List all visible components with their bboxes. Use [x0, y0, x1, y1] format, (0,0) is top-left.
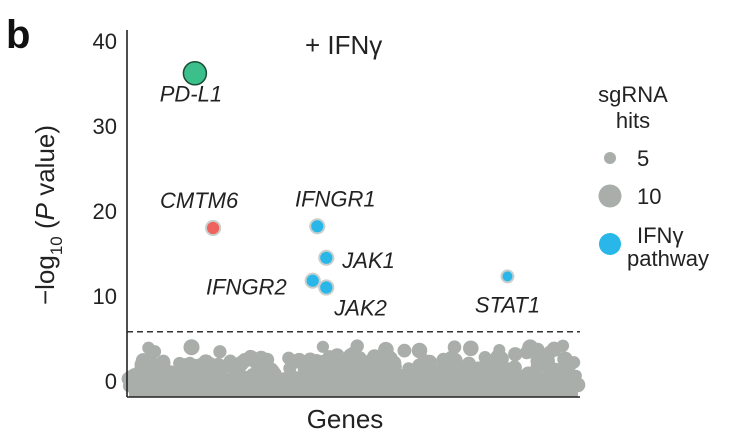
- background-point: [330, 348, 345, 363]
- background-point: [412, 358, 428, 374]
- gene-point-ifngr2: [304, 272, 321, 289]
- gene-label-stat1: STAT1: [475, 292, 540, 317]
- background-point: [163, 365, 179, 381]
- legend-color-label-line2: pathway: [627, 246, 709, 271]
- background-point: [183, 339, 200, 356]
- legend-title-line1: sgRNA: [598, 82, 668, 107]
- x-axis-title: Genes: [307, 404, 384, 434]
- background-points-fill: [129, 377, 578, 397]
- background-point: [448, 353, 463, 368]
- gene-point-jak1: [318, 249, 335, 266]
- y-axis-title-rest: value): [30, 125, 60, 203]
- background-point: [213, 345, 227, 359]
- background-point: [378, 341, 394, 358]
- background-point: [447, 340, 462, 355]
- y-tick-label: 40: [93, 29, 117, 54]
- gene-point-pd-l1: [182, 61, 208, 86]
- background-point: [182, 358, 195, 371]
- background-point: [144, 351, 157, 364]
- y-tick-label: 30: [93, 114, 117, 139]
- background-point: [354, 351, 367, 364]
- legend-color-marker: [599, 233, 621, 255]
- y-tick-label: 0: [105, 369, 117, 394]
- y-axis-title-subscript: 10: [47, 236, 66, 255]
- y-axis-title-italic: P: [30, 202, 60, 220]
- gene-point-ifngr1: [309, 218, 326, 235]
- background-point: [559, 359, 575, 376]
- background-point: [380, 362, 396, 379]
- gene-point-cmtm6: [205, 219, 222, 237]
- chart-title: + IFNγ: [305, 30, 382, 60]
- panel-label: b: [6, 13, 30, 57]
- background-point: [508, 347, 523, 362]
- background-point: [340, 359, 356, 375]
- legend-size-label: 5: [637, 146, 649, 171]
- gene-label-ifngr1: IFNGR1: [295, 186, 376, 211]
- legend-size-label: 10: [637, 184, 661, 209]
- gene-label-ifngr2: IFNGR2: [206, 275, 287, 300]
- axes: [126, 30, 580, 398]
- background-point: [546, 341, 562, 357]
- background-point: [463, 340, 479, 357]
- background-point: [366, 350, 382, 365]
- y-axis-title: −log10 (P value): [30, 125, 66, 305]
- background-point: [291, 352, 307, 368]
- legend-size-marker: [598, 184, 622, 208]
- gene-label-pd-l1: PD-L1: [160, 81, 222, 106]
- gene-label-cmtm6: CMTM6: [160, 188, 239, 213]
- background-point: [350, 339, 364, 353]
- y-ticks: 0 10 20 30 40: [93, 29, 117, 394]
- background-point: [542, 360, 557, 375]
- y-tick-label: 10: [93, 284, 117, 309]
- background-point: [480, 353, 495, 368]
- background-point: [535, 349, 550, 364]
- highlighted-genes: PD-L1 CMTM6 IFNGR1 JAK1 IFNGR2 JAK2 STAT1: [160, 61, 540, 321]
- background-point: [316, 340, 329, 353]
- gene-label-jak2: JAK2: [333, 296, 387, 321]
- background-point: [257, 360, 273, 376]
- background-point: [522, 339, 539, 356]
- legend-color-label-line1: IFNγ: [637, 223, 683, 248]
- y-axis-title-prefix: −log: [30, 255, 60, 305]
- gene-label-jak1: JAK1: [341, 248, 395, 273]
- y-axis-title-paren: (: [30, 220, 60, 236]
- background-point: [397, 343, 412, 358]
- gene-point-jak2: [318, 279, 335, 296]
- legend-size-marker: [604, 152, 616, 164]
- background-gene-points: [121, 339, 586, 397]
- gene-point-stat1: [500, 269, 515, 284]
- y-tick-label: 20: [93, 199, 117, 224]
- legend-title-line2: hits: [616, 108, 650, 133]
- svg-text:−log10 (P value): −log10 (P value): [30, 125, 66, 305]
- background-point: [411, 342, 428, 359]
- background-point: [237, 353, 253, 368]
